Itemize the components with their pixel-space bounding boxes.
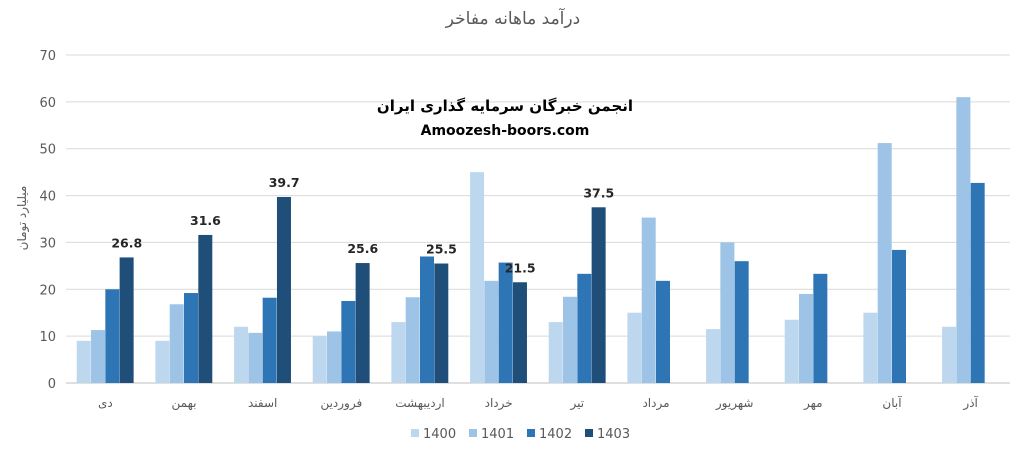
legend-label: 1400 <box>423 427 456 442</box>
bar-1402-8 <box>656 280 670 383</box>
bar-1400-3 <box>234 326 249 383</box>
y-tick-label: 50 <box>39 143 56 158</box>
bar-1401-1 <box>91 330 106 383</box>
bar-1402-7 <box>577 273 592 383</box>
bar-1401-2 <box>169 304 184 383</box>
data-labels: 26.8 31.6 39.7 25.6 25.5 21.5 37.5 <box>111 175 614 275</box>
bar-1403-1 <box>119 257 134 383</box>
x-category-label: شهریور <box>715 396 754 411</box>
bar-1402-10 <box>813 273 828 383</box>
bar-1401-5 <box>405 297 420 383</box>
bar-1402-12 <box>970 182 985 383</box>
bar-1400-5 <box>391 322 406 383</box>
bar-1400-7 <box>548 322 563 383</box>
y-tick-label: 0 <box>48 377 56 392</box>
watermark-line2: Amoozesh-boors.com <box>421 123 590 139</box>
x-category-label: تیر <box>570 396 585 411</box>
bar-1400-1 <box>76 340 91 383</box>
y-axis-ticks: 0 10 20 30 40 50 60 70 <box>39 49 56 392</box>
bar-1403-6 <box>512 282 527 383</box>
data-label: 25.5 <box>426 242 457 257</box>
y-tick-label: 20 <box>39 283 56 298</box>
x-category-label: آذر <box>962 395 978 411</box>
x-category-label: دی <box>98 396 113 410</box>
bar-1401-11 <box>877 143 892 383</box>
data-label: 37.5 <box>583 185 614 200</box>
x-category-label: بهمن <box>172 396 197 411</box>
y-tick-label: 10 <box>39 330 56 345</box>
bar-1400-2 <box>155 340 170 383</box>
legend-label: 1402 <box>539 427 572 442</box>
x-axis-categories: دی بهمن اسفند فروردین اردیبهشت خرداد تیر مرداد ش… <box>98 395 979 411</box>
chart-title: درآمد ماهانه مفاخر <box>445 7 580 29</box>
bar-1400-4 <box>312 336 327 383</box>
bar-1403-7 <box>591 207 606 383</box>
y-tick-label: 60 <box>39 96 56 111</box>
data-label: 31.6 <box>190 213 221 228</box>
bar-1400-10 <box>784 319 799 383</box>
data-label: 25.6 <box>347 241 378 256</box>
y-tick-label: 40 <box>39 190 56 205</box>
watermark-line1: انجمن خبرگان سرمایه گذاری ایران <box>377 97 633 115</box>
x-category-label: مهر <box>803 396 823 411</box>
bars <box>76 97 985 384</box>
bar-1400-6 <box>470 172 485 383</box>
bar-1402-1 <box>105 289 120 383</box>
legend-label: 1401 <box>481 427 514 442</box>
x-category-label: خرداد <box>485 396 513 411</box>
bar-1403-3 <box>276 196 291 383</box>
data-label: 26.8 <box>111 235 142 250</box>
x-category-label: مرداد <box>642 396 669 411</box>
bar-1401-12 <box>956 97 971 384</box>
bar-1400-8 <box>627 312 642 383</box>
legend: 1400 1401 1402 1403 <box>411 427 630 442</box>
bar-1402-5 <box>420 256 434 383</box>
bar-1400-11 <box>863 312 878 383</box>
bar-1403-5 <box>434 263 449 383</box>
bar-1401-4 <box>327 331 342 383</box>
y-tick-label: 30 <box>39 236 56 251</box>
gridlines <box>66 54 1010 384</box>
legend-swatch <box>527 429 535 437</box>
x-category-label: اسفند <box>248 396 277 410</box>
bar-1402-2 <box>184 293 198 383</box>
bar-1401-8 <box>641 217 656 383</box>
bar-1402-3 <box>262 297 277 383</box>
legend-swatch <box>585 429 593 437</box>
bar-1401-10 <box>799 293 814 383</box>
bar-1401-6 <box>484 280 499 383</box>
bar-1401-7 <box>563 296 578 383</box>
bar-1403-2 <box>198 234 213 383</box>
bar-1402-6 <box>498 262 513 383</box>
y-tick-label: 70 <box>39 49 56 64</box>
bar-1402-9 <box>734 261 749 383</box>
x-category-label: آبان <box>882 395 902 410</box>
data-label: 21.5 <box>505 260 536 275</box>
x-category-label: فروردین <box>320 396 362 411</box>
bar-1401-3 <box>248 332 263 383</box>
bar-1401-9 <box>720 242 735 383</box>
legend-swatch <box>411 429 419 437</box>
bar-1400-9 <box>706 329 721 383</box>
legend-swatch <box>469 429 477 437</box>
bar-1402-11 <box>892 249 906 383</box>
data-label: 39.7 <box>269 175 300 190</box>
y-axis-label: میلیارد تومان <box>15 186 30 251</box>
bar-1400-12 <box>942 326 957 383</box>
legend-label: 1403 <box>597 427 630 442</box>
bar-1403-4 <box>355 263 370 383</box>
bar-1402-4 <box>341 301 356 383</box>
x-category-label: اردیبهشت <box>395 396 444 411</box>
